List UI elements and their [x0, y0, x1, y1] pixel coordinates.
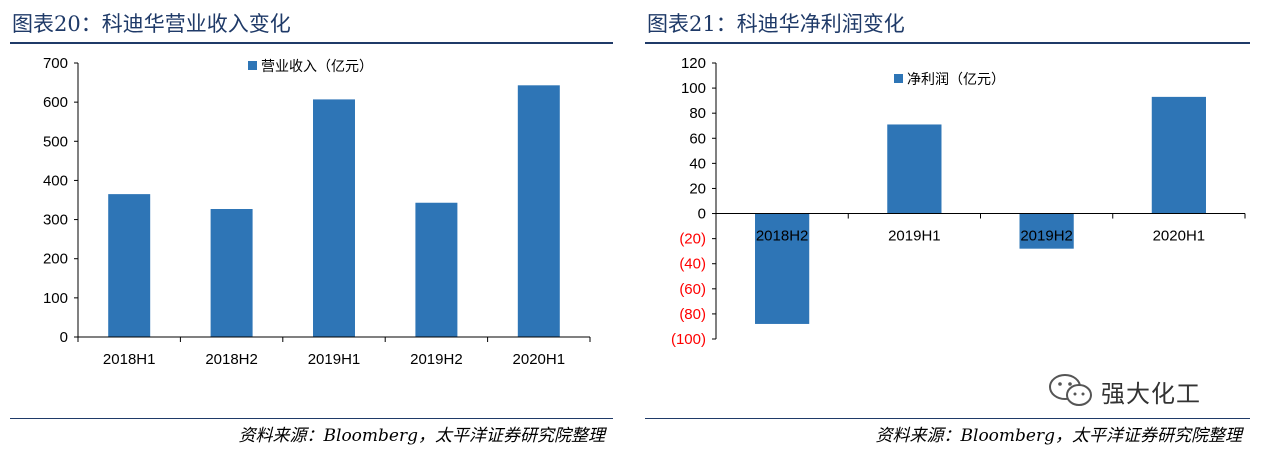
wechat-icon	[1049, 374, 1092, 406]
revenue-bar-chart: 0 100 200 300 400 500 600 700 2018H1 2018H2 2019H1…	[43, 55, 591, 368]
legend-label: 净利润（亿元）	[907, 72, 1005, 88]
bar	[313, 99, 355, 337]
bar	[210, 209, 253, 337]
y-tick-label: 120	[681, 55, 706, 72]
y-tick-label: 100	[681, 80, 706, 97]
x-tick-label: 2020H1	[513, 351, 566, 368]
y-tick-label: 300	[43, 212, 68, 229]
bar	[1019, 213, 1074, 249]
y-tick-label: (100)	[671, 331, 706, 348]
y-tick-label: 80	[689, 105, 706, 122]
y-tick-label: 500	[43, 133, 68, 150]
source-rule	[645, 418, 1250, 419]
legend-swatch	[248, 61, 257, 70]
source-note: 资料来源：Bloomberg，太平洋证券研究院整理	[875, 426, 1242, 446]
source-note: 资料来源：Bloomberg，太平洋证券研究院整理	[238, 426, 605, 446]
x-tick-label: 2018H2	[205, 351, 258, 368]
x-tick-label: 2018H2	[756, 228, 809, 245]
y-tick-label: 20	[689, 180, 706, 197]
bar	[887, 124, 942, 214]
y-tick-label: 600	[43, 94, 68, 111]
x-tick-label: 2019H1	[308, 351, 361, 368]
net-profit-figure-panel: 图表21：科迪华净利润变化 (100) (80) (60) (40) (20) 0 20 40…	[645, 0, 1250, 450]
source-rule	[10, 418, 613, 419]
x-tick-label: 2018H1	[103, 351, 156, 368]
figure-title: 图表20：科迪华营业收入变化	[12, 12, 291, 36]
y-tick-label: (20)	[679, 231, 706, 248]
net-profit-bar-chart: (100) (80) (60) (40) (20) 0 20 40 60 80 100 120 2018…	[671, 55, 1246, 348]
y-tick-label: 700	[43, 55, 68, 72]
y-tick-label: 60	[689, 130, 706, 147]
bar	[415, 202, 458, 337]
y-tick-label: 400	[43, 172, 68, 189]
title-rule	[645, 42, 1250, 44]
legend-swatch	[894, 74, 903, 83]
x-tick-label: 2019H2	[1020, 228, 1073, 245]
y-tick-label: (60)	[679, 281, 706, 298]
bar	[755, 213, 810, 324]
y-tick-label: 0	[60, 329, 68, 346]
y-tick-label: (80)	[679, 306, 706, 323]
bar	[517, 85, 560, 337]
y-tick-label: 100	[43, 290, 68, 307]
title-rule	[10, 42, 613, 44]
y-tick-label: (40)	[679, 256, 706, 273]
x-tick-label: 2019H1	[888, 228, 941, 245]
watermark-text: 强大化工	[1101, 380, 1201, 408]
x-tick-label: 2019H2	[410, 351, 463, 368]
x-tick-label: 2020H1	[1153, 228, 1206, 245]
y-tick-label: 0	[698, 206, 706, 223]
watermark: 强大化工	[1045, 370, 1230, 410]
y-tick-label: 40	[689, 155, 706, 172]
bar	[1151, 96, 1206, 214]
y-tick-label: 200	[43, 251, 68, 268]
legend-label: 营业收入（亿元）	[261, 59, 373, 75]
figure-title: 图表21：科迪华净利润变化	[647, 12, 905, 36]
bar	[108, 194, 151, 337]
revenue-figure-panel: 图表20：科迪华营业收入变化 0 100 200 300 400 500 600 700 201…	[10, 0, 613, 450]
